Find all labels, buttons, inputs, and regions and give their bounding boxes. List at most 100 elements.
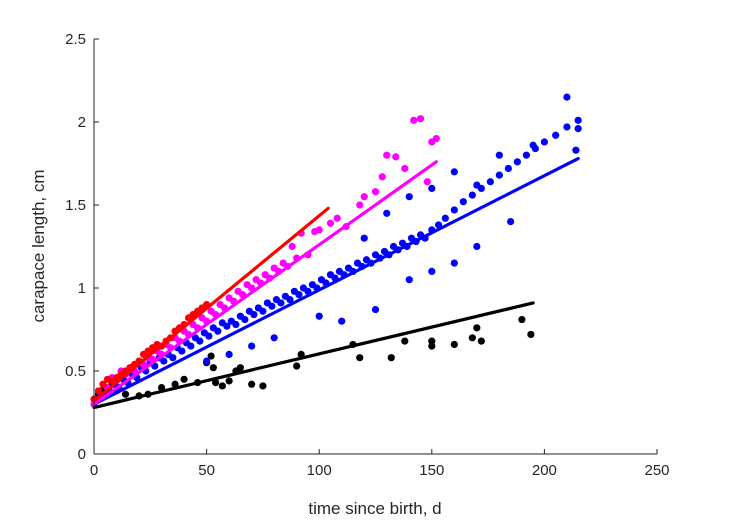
data-point-series-2 [504, 164, 512, 173]
data-point-series-3 [360, 193, 368, 201]
data-point-series-2 [473, 242, 481, 251]
data-point-series-1 [212, 379, 220, 387]
data-point-series-1 [236, 364, 244, 372]
data-point-series-3 [371, 188, 380, 196]
data-point-series-2 [563, 123, 571, 131]
data-point-series-2 [563, 93, 571, 101]
data-point-series-3 [378, 173, 386, 181]
x-tick-label: 250 [644, 462, 669, 479]
data-point-series-1 [387, 354, 395, 362]
data-point-series-1 [293, 362, 301, 370]
y-tick-label: 1.5 [65, 197, 86, 214]
data-point-series-2 [507, 218, 515, 226]
data-point-series-2 [552, 131, 560, 139]
x-tick-label: 200 [532, 462, 557, 479]
data-point-series-2 [295, 291, 303, 299]
data-point-series-2 [286, 296, 294, 304]
data-point-series-3 [326, 219, 335, 227]
x-tick-label: 100 [307, 462, 332, 479]
y-axis: 0 0.5 1 1.5 2 2.5 [65, 31, 99, 463]
data-point-series-3 [423, 178, 431, 186]
data-point-series-1 [428, 342, 436, 350]
data-point-series-2 [259, 307, 267, 315]
data-point-series-3 [383, 151, 391, 159]
data-point-series-2 [574, 125, 582, 133]
data-point-series-2 [270, 334, 278, 342]
data-point-series-2 [338, 317, 346, 325]
data-point-series-2 [187, 342, 195, 350]
data-point-series-1 [171, 380, 179, 388]
data-point-series-4 [94, 387, 103, 395]
data-point-series-2 [241, 315, 249, 324]
data-point-series-2 [232, 320, 240, 329]
data-point-series-2 [441, 214, 449, 222]
data-point-series-3 [410, 116, 418, 124]
data-point-series-2 [486, 178, 494, 186]
data-point-series-2 [495, 151, 503, 159]
data-point-series-2 [495, 171, 503, 179]
data-point-series-2 [522, 151, 530, 159]
data-point-series-3 [288, 242, 296, 251]
x-axis-label: time since birth, d [308, 499, 441, 518]
data-point-series-2 [428, 184, 436, 192]
data-point-series-2 [196, 337, 204, 345]
y-tick-label: 2 [78, 114, 86, 131]
data-point-series-2 [214, 327, 222, 335]
data-point-series-2 [248, 342, 256, 350]
data-point-series-1 [477, 337, 485, 345]
x-tick-label: 50 [198, 462, 215, 479]
data-point-series-2 [428, 267, 436, 275]
data-point-series-1 [527, 330, 535, 339]
data-point-series-2 [360, 234, 368, 242]
fit-lines [92, 156, 580, 410]
data-point-series-1 [356, 354, 364, 362]
data-point-series-3 [432, 135, 440, 143]
data-point-series-1 [401, 337, 409, 345]
data-point-series-1 [218, 382, 226, 390]
data-point-series-2 [268, 302, 276, 310]
data-point-series-3 [315, 226, 323, 234]
data-point-series-4 [99, 380, 107, 388]
data-point-series-1 [121, 390, 130, 398]
data-point-series-3 [333, 214, 341, 222]
data-point-series-2 [459, 198, 467, 206]
data-point-series-2 [169, 354, 177, 362]
data-point-series-2 [205, 332, 213, 340]
fit-line-series-2 [92, 156, 580, 406]
data-point-series-1 [428, 337, 436, 345]
fit-line-series-1 [92, 301, 535, 410]
data-point-series-2 [540, 138, 549, 146]
x-tick-label: 0 [90, 462, 98, 479]
data-point-series-3 [416, 115, 425, 123]
y-tick-label: 0.5 [65, 363, 86, 380]
data-point-series-2 [405, 193, 413, 201]
data-point-series-1 [209, 364, 217, 372]
y-tick-label: 2.5 [65, 31, 86, 48]
data-point-series-2 [315, 312, 323, 320]
data-point-series-2 [450, 168, 458, 176]
data-point-series-2 [468, 191, 476, 199]
data-point-series-2 [529, 141, 537, 149]
data-point-series-2 [574, 116, 582, 124]
scatter-markers [90, 93, 582, 408]
data-point-series-2 [383, 209, 391, 217]
data-point-series-1 [450, 340, 458, 349]
data-point-series-2 [223, 322, 231, 330]
data-point-series-1 [259, 382, 267, 390]
data-point-series-3 [401, 164, 409, 173]
y-axis-label: carapace length, cm [29, 169, 48, 322]
data-point-series-1 [473, 324, 481, 332]
data-point-series-1 [518, 315, 526, 324]
data-point-series-1 [180, 375, 188, 383]
fit-line-series-4 [92, 206, 330, 403]
data-point-series-1 [207, 352, 215, 360]
data-point-series-2 [225, 350, 233, 358]
y-tick-label: 0 [78, 446, 86, 463]
data-point-series-1 [225, 377, 233, 385]
data-point-series-2 [513, 158, 521, 166]
data-point-series-2 [450, 206, 458, 214]
data-point-series-2 [178, 347, 186, 355]
data-point-series-2 [405, 276, 413, 284]
data-point-series-2 [160, 357, 168, 365]
